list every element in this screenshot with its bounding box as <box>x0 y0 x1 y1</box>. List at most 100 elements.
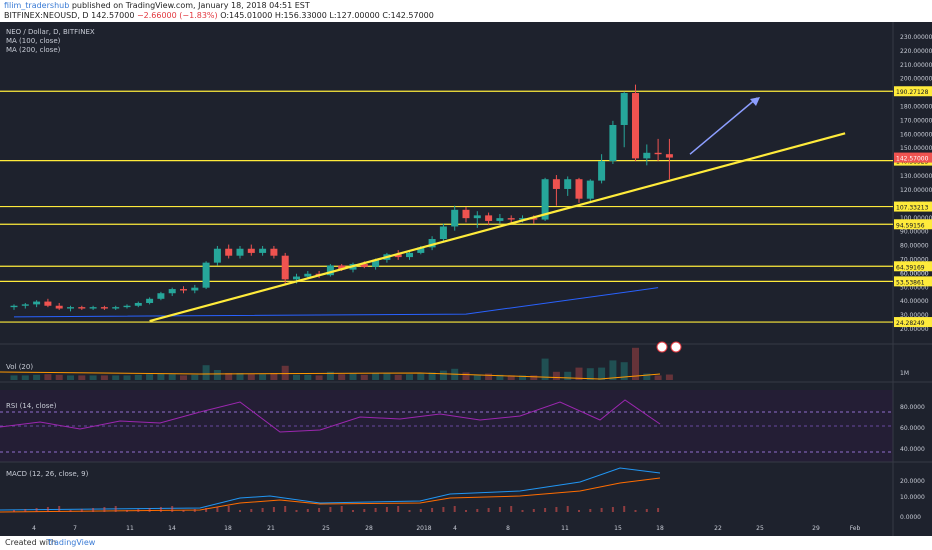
macd-histogram-bar <box>35 508 38 512</box>
date-tick-label: 14 <box>168 525 176 532</box>
candle-body <box>360 264 368 267</box>
macd-histogram-bar <box>227 506 230 512</box>
projection-arrowhead <box>750 97 760 106</box>
candle-body <box>632 93 639 159</box>
price-tick-label: 80.00000 <box>900 243 929 250</box>
macd-histogram-bar <box>216 507 219 512</box>
date-tick-label: 18 <box>656 525 664 532</box>
macd-histogram-bar <box>487 508 490 512</box>
symbol-line: BITFINEX:NEOUSD, D 142.57000 −2.66000 (−… <box>4 11 434 20</box>
level-price-label: 107.33213 <box>896 205 929 212</box>
volume-bar <box>609 360 617 380</box>
volume-bar <box>643 373 651 380</box>
volume-bar <box>338 374 346 380</box>
candle-body <box>496 218 504 221</box>
author-link[interactable]: filim_tradershub <box>4 1 70 10</box>
volume-bar <box>372 373 380 380</box>
volume-bar <box>67 375 74 380</box>
candle-body <box>89 307 97 309</box>
date-tick-label: 11 <box>126 525 134 532</box>
macd-histogram-bar <box>510 506 513 512</box>
level-price-tag <box>894 201 932 212</box>
volume-bar <box>473 374 481 380</box>
macd-histogram-bar <box>363 509 366 512</box>
volume-bar <box>10 375 18 380</box>
macd-histogram-bar <box>476 509 479 512</box>
macd-histogram-bar <box>645 509 648 512</box>
macd-histogram-bar <box>284 506 287 512</box>
level-price-tag <box>894 219 932 230</box>
volume-bar <box>360 374 368 380</box>
candle-body <box>21 304 29 306</box>
price-tick-label: 180.00000 <box>900 104 932 111</box>
macd-histogram-bar <box>352 510 354 512</box>
volume-bar <box>428 372 436 380</box>
macd-histogram-bar <box>544 508 547 512</box>
volume-bar <box>89 375 97 380</box>
macd-histogram-bar <box>261 508 264 512</box>
candle-body <box>654 152 662 155</box>
level-price-label: 64.39169 <box>896 264 925 271</box>
chart-area[interactable]: 230.00000 220.00000 210.00000 200.00000 190.… <box>0 22 932 536</box>
volume-bar <box>654 375 662 380</box>
macd-histogram-bar <box>623 506 626 512</box>
candle-body <box>247 248 255 253</box>
volume-bar <box>620 362 628 380</box>
candle-body <box>586 180 594 199</box>
volume-bar <box>247 374 255 380</box>
tradingview-logo[interactable]: TradingView <box>47 538 96 547</box>
volume-bar <box>598 367 606 380</box>
rsi-legend: RSI (14, close) <box>6 402 57 410</box>
volume-bar <box>326 371 334 380</box>
volume-ma-line <box>0 371 661 380</box>
macd-histogram-bar <box>46 507 49 512</box>
volume-bar <box>304 374 312 380</box>
macd-histogram-bar <box>634 510 637 512</box>
macd-histogram-bar <box>453 506 456 512</box>
macd-histogram-bar <box>657 508 660 512</box>
macd-histogram-bar <box>442 507 445 512</box>
date-tick-label: 11 <box>561 525 569 532</box>
volume-bar <box>462 372 470 380</box>
macd-line <box>0 467 661 511</box>
level-price-label: 190.27128 <box>896 89 929 96</box>
macd-histogram-bar <box>272 507 275 512</box>
price-chart[interactable]: 230.00000 220.00000 210.00000 200.00000 190.… <box>0 22 932 536</box>
volume-bar <box>439 370 447 380</box>
volume-bar <box>236 373 244 380</box>
volume-legend: Vol (20) <box>6 363 33 371</box>
macd-tick-label: 20.0000 <box>900 478 925 485</box>
macd-histogram-bar <box>182 510 185 512</box>
level-price-tag <box>894 261 932 272</box>
candle-body <box>157 293 165 299</box>
macd-histogram-bar <box>340 506 343 512</box>
macd-histogram-bar <box>589 509 592 512</box>
candle-body <box>620 93 628 125</box>
candle-body <box>293 276 300 280</box>
macd-histogram-bar <box>137 509 140 512</box>
volume-bar <box>349 373 357 380</box>
price-tick-label: 60.00000 <box>900 270 929 277</box>
volume-bar <box>100 375 108 380</box>
candle-body <box>338 265 346 270</box>
candle-body <box>326 265 334 276</box>
macd-histogram-bar <box>250 509 253 512</box>
price-tick-label: 230.00000 <box>900 34 932 41</box>
volume-bar <box>281 365 289 380</box>
volume-bar <box>213 370 221 380</box>
candle-body <box>33 301 41 305</box>
date-tick-label: 4 <box>453 525 457 532</box>
event-marker-icon <box>656 341 668 353</box>
level-price-label: 94.59156 <box>896 222 925 229</box>
candle-body <box>123 305 131 308</box>
volume-bar <box>78 375 86 380</box>
candle-body <box>609 124 617 162</box>
volume-bar <box>123 375 131 380</box>
macd-histogram-bar <box>69 510 72 512</box>
macd-histogram-bar <box>148 508 151 512</box>
volume-bar <box>21 375 29 380</box>
candle-body <box>575 179 583 199</box>
date-tick-label: 2018 <box>416 525 431 532</box>
candle-body <box>473 215 481 219</box>
price-tick-label: 90.00000 <box>900 229 929 236</box>
